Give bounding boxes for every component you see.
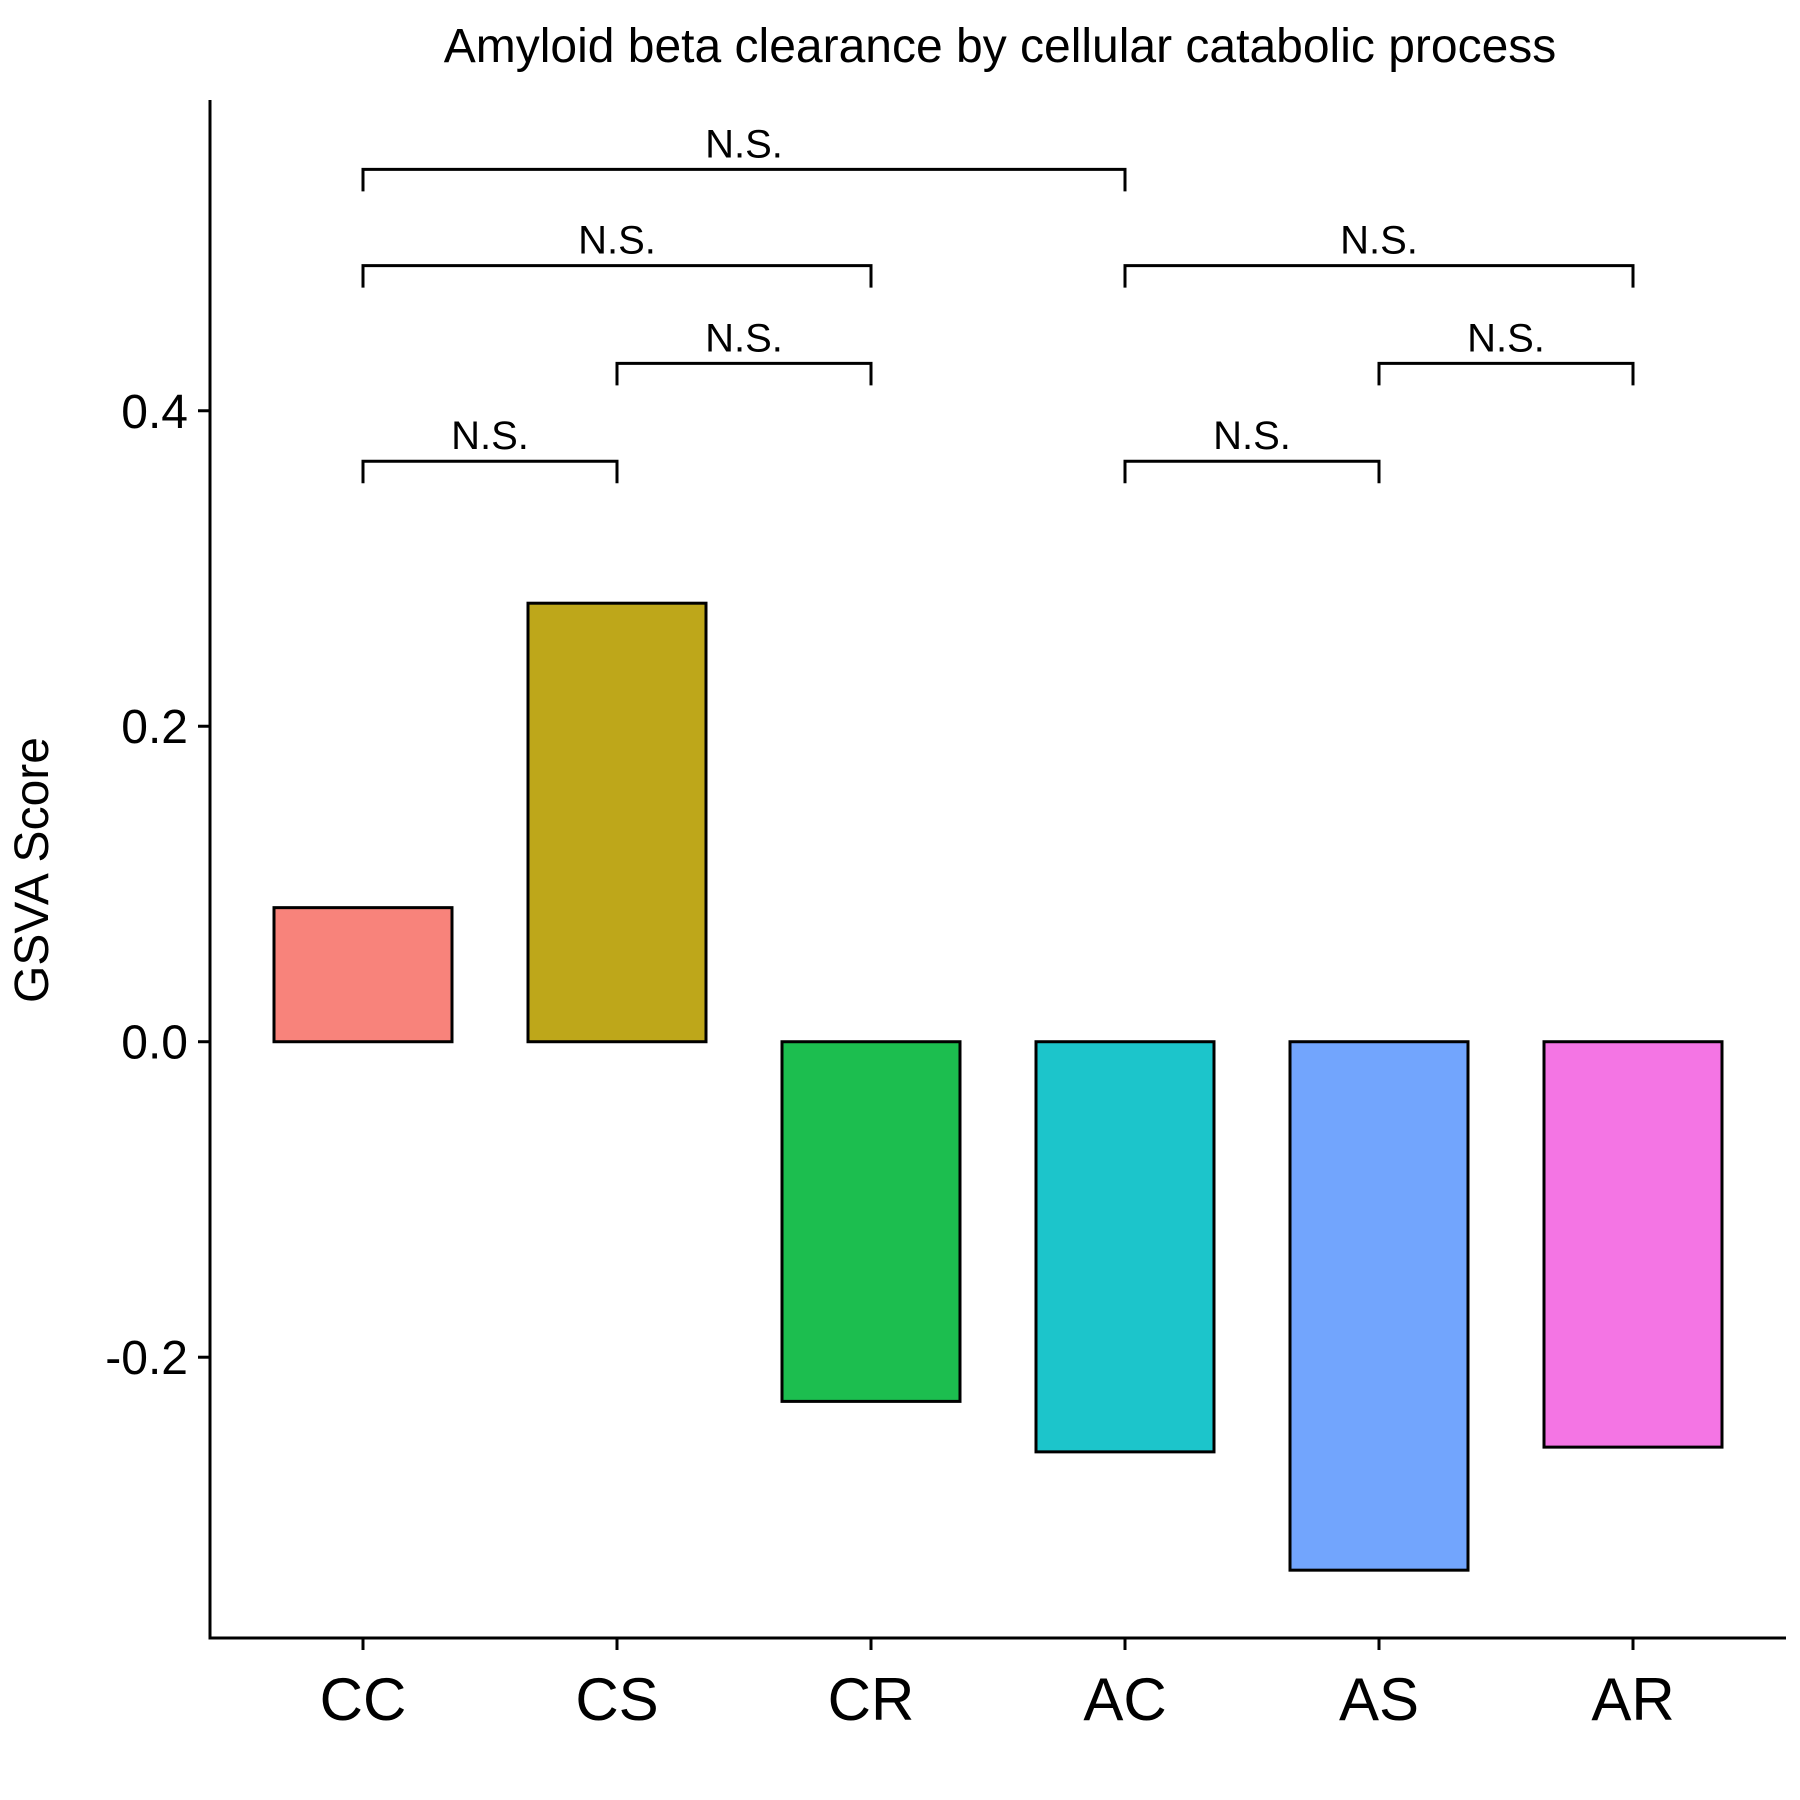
comparison-brackets: N.S. N.S. N.S. N.S. N.S. N.S. N.S. bbox=[361, 122, 1635, 484]
significance-label: N.S. bbox=[705, 122, 783, 166]
bar-as bbox=[1288, 1040, 1470, 1572]
comparison-bracket bbox=[1123, 264, 1635, 288]
bar-cc bbox=[272, 906, 454, 1044]
y-tick-label: 0.2 bbox=[121, 701, 188, 754]
y-tick-label: 0.4 bbox=[121, 386, 188, 439]
comparison-bracket bbox=[361, 167, 1127, 192]
y-tick-label: 0.0 bbox=[121, 1017, 188, 1070]
significance-label: N.S. bbox=[451, 414, 529, 458]
bar-cs bbox=[526, 601, 708, 1044]
comparison-bracket bbox=[1123, 459, 1381, 484]
comparison-bracket bbox=[361, 459, 619, 484]
y-tick-label: -0.2 bbox=[105, 1332, 188, 1385]
bar-cr bbox=[780, 1040, 962, 1403]
bar-ac bbox=[1034, 1040, 1216, 1454]
x-tick-label-cc: CC bbox=[320, 1666, 407, 1733]
comparison-bracket bbox=[361, 264, 873, 288]
significance-label: N.S. bbox=[1213, 414, 1291, 458]
chart-title: Amyloid beta clearance by cellular catab… bbox=[444, 20, 1557, 73]
comparison-bracket bbox=[1377, 361, 1635, 386]
bar-ar bbox=[1542, 1040, 1724, 1449]
significance-label: N.S. bbox=[705, 316, 783, 360]
significance-label: N.S. bbox=[1340, 219, 1418, 263]
y-axis-ticks: -0.2 0.0 0.2 0.4 bbox=[105, 386, 210, 1385]
bars-layer bbox=[272, 601, 1724, 1572]
y-axis-label: GSVA Score bbox=[6, 737, 59, 1003]
comparison-bracket bbox=[615, 361, 873, 386]
x-tick-label-as: AS bbox=[1339, 1666, 1419, 1733]
x-tick-label-cr: CR bbox=[828, 1666, 915, 1733]
significance-label: N.S. bbox=[1467, 316, 1545, 360]
x-axis-ticks: CC CS CR AC AS AR bbox=[320, 1638, 1675, 1733]
x-tick-label-ar: AR bbox=[1591, 1666, 1674, 1733]
significance-label: N.S. bbox=[578, 219, 656, 263]
x-tick-label-cs: CS bbox=[575, 1666, 658, 1733]
x-tick-label-ac: AC bbox=[1083, 1666, 1166, 1733]
